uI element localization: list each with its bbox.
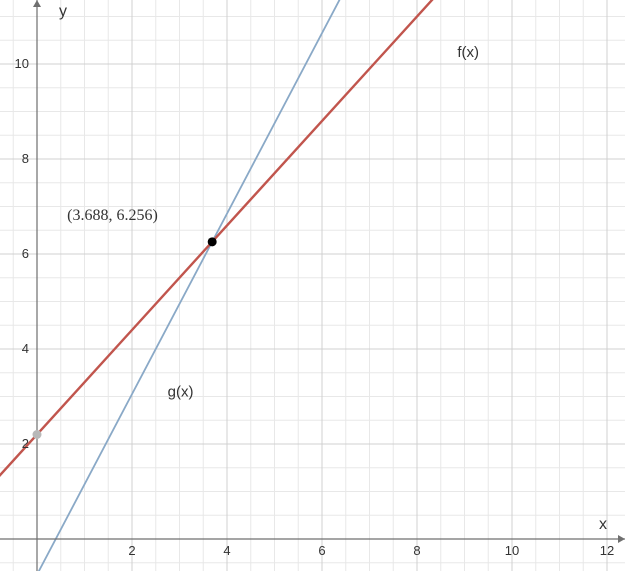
x-tick-label: 4 xyxy=(223,543,230,558)
x-tick-label: 12 xyxy=(600,543,614,558)
y-intercept-point xyxy=(33,430,42,439)
x-tick-label: 6 xyxy=(318,543,325,558)
g-label: g(x) xyxy=(168,384,194,401)
y-tick-label: 2 xyxy=(22,436,29,451)
x-tick-label: 8 xyxy=(413,543,420,558)
y-tick-label: 4 xyxy=(22,341,29,356)
x-axis-label: x xyxy=(599,516,607,533)
coordinate-plane-chart: y x 2 4 6 8 10 12 2 4 6 8 10 f(x) g(x) (3.688, 6.256) xyxy=(0,0,625,571)
x-tick-label: 2 xyxy=(128,543,135,558)
f-label: f(x) xyxy=(457,44,479,61)
intersection-label: (3.688, 6.256) xyxy=(67,207,158,224)
x-tick-label: 10 xyxy=(505,543,519,558)
y-tick-label: 6 xyxy=(22,246,29,261)
y-tick-label: 10 xyxy=(15,56,29,71)
y-tick-label: 8 xyxy=(22,151,29,166)
y-axis-label: y xyxy=(59,3,67,20)
intersection-point xyxy=(208,237,217,246)
